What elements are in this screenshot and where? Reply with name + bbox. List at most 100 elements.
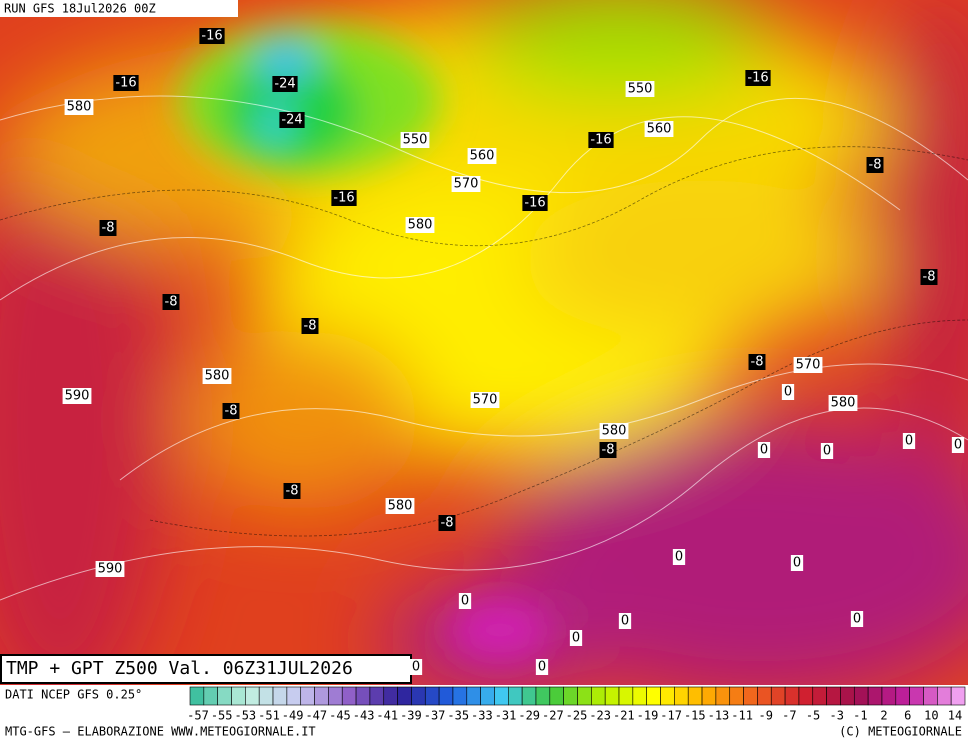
contour-label: -8 — [602, 443, 615, 458]
footer-left: MTG-GFS — ELABORAZIONE WWW.METEOGIORNALE… — [5, 725, 316, 739]
contour-label-box — [569, 630, 583, 646]
contour-label-box — [820, 443, 834, 459]
contour-label: 570 — [473, 393, 498, 408]
colorbar-label: 2 — [880, 709, 887, 723]
colorbar-swatch — [314, 686, 329, 706]
contour-label: 0 — [412, 660, 420, 675]
contour-label: -16 — [747, 71, 768, 86]
colorbar-swatch — [286, 686, 302, 706]
colorbar-swatch — [729, 686, 744, 706]
colorbar-label: -39 — [400, 709, 422, 723]
colorbar-swatch — [853, 686, 869, 706]
contour-label: 550 — [403, 133, 428, 148]
contour-label: 580 — [408, 218, 433, 233]
contour-label-box — [644, 121, 674, 137]
contour-label: 0 — [853, 612, 861, 627]
contour-label: 560 — [470, 149, 495, 164]
colorbar-swatch — [687, 686, 703, 706]
colorbar-swatch — [646, 686, 661, 706]
contour-label-box — [781, 384, 795, 400]
contour-label-box — [438, 515, 456, 531]
colorbar-swatch — [480, 686, 495, 706]
contour-label: 580 — [388, 499, 413, 514]
colorbar-swatch — [757, 686, 772, 706]
contour-label-box — [62, 388, 92, 404]
contour-label-box — [283, 483, 301, 499]
colorbar-swatch — [231, 686, 246, 706]
colorbar-swatch — [950, 686, 966, 706]
contour-label: 0 — [621, 614, 629, 629]
colorbar-swatch — [701, 686, 717, 706]
contour-label-box — [400, 132, 430, 148]
colorbar-swatch — [203, 686, 218, 706]
contour-label: 590 — [65, 389, 90, 404]
contour-label-box — [920, 269, 938, 285]
colorbar-swatch — [300, 686, 315, 706]
contour-label-box — [625, 81, 655, 97]
contour-label-box — [618, 613, 632, 629]
contour-label-box — [467, 148, 497, 164]
contour-label-box — [828, 395, 858, 411]
colorbar-swatch — [397, 686, 412, 706]
contour-label: -8 — [304, 319, 317, 334]
contour-label-box — [99, 220, 117, 236]
contour-label-box — [272, 76, 298, 92]
colorbar-label: -21 — [613, 709, 635, 723]
colorbar-swatch — [494, 686, 509, 706]
colorbar-swatch — [245, 686, 260, 706]
contour-label-box — [405, 217, 435, 233]
colorbar-swatch — [549, 686, 564, 706]
colorbar-label: -3 — [829, 709, 843, 723]
contour-label: 580 — [67, 100, 92, 115]
colorbar-swatch — [272, 686, 288, 706]
contour-label: 560 — [647, 122, 672, 137]
contour-label-box — [409, 659, 423, 675]
colorbar-swatch — [328, 686, 343, 706]
colorbar-swatch — [591, 686, 606, 706]
contour-label-box — [113, 75, 139, 91]
colorbar-swatch — [452, 686, 468, 706]
contour-label-box — [458, 593, 472, 609]
contour-label-box — [748, 354, 766, 370]
colorbar-label: -27 — [542, 709, 564, 723]
contour-label-box — [331, 190, 357, 206]
contour-label: 0 — [760, 443, 768, 458]
colorbar-swatch — [411, 686, 426, 706]
colorbar-label: -55 — [211, 709, 233, 723]
colorbar-label: -49 — [282, 709, 304, 723]
contour-label-box — [451, 176, 481, 192]
colorbar-label: -7 — [782, 709, 796, 723]
contour-label-box — [790, 555, 804, 571]
colorbar-swatch — [798, 686, 814, 706]
contour-label: -8 — [869, 158, 882, 173]
contour-label: 0 — [905, 434, 913, 449]
footer-right: (C) METEOGIORNALE — [839, 725, 962, 739]
contour-label: 0 — [675, 550, 683, 565]
contour-label-box — [385, 498, 415, 514]
contour-label: -8 — [165, 295, 178, 310]
contour-label-box — [95, 561, 125, 577]
contour-label: -8 — [286, 484, 299, 499]
source-label: DATI NCEP GFS 0.25° — [5, 688, 142, 702]
contour-label: 0 — [784, 385, 792, 400]
contour-label-box — [202, 368, 232, 384]
contour-label-box — [599, 423, 629, 439]
map-title: TMP + GPT Z500 Val. 06Z31JUL2026 — [6, 658, 353, 679]
run-box — [0, 0, 238, 17]
contour-label: 570 — [796, 358, 821, 373]
colorbar-swatch — [812, 686, 827, 706]
colorbar-label: -15 — [684, 709, 706, 723]
contour-label: -8 — [751, 355, 764, 370]
contour-label-box — [535, 659, 549, 675]
colorbar-label: -37 — [424, 709, 446, 723]
contour-label: 590 — [98, 562, 123, 577]
contour-label: 550 — [628, 82, 653, 97]
contour-label: 0 — [823, 444, 831, 459]
contour-label-box — [199, 28, 225, 44]
colorbar-label: -45 — [329, 709, 351, 723]
colorbar-swatch — [355, 686, 371, 706]
contour-label: -16 — [115, 76, 136, 91]
colorbar-label: -47 — [305, 709, 327, 723]
colorbar-swatch — [743, 686, 758, 706]
